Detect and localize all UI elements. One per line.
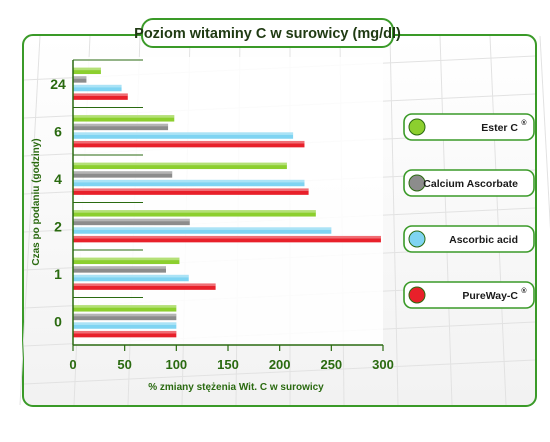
- bar-pureway-c-4h: [73, 188, 309, 195]
- y-tick-label: 4: [54, 171, 62, 187]
- legend-item-ester-c: Ester C ®: [403, 113, 535, 141]
- bar-ester-c-0h: [73, 305, 177, 312]
- x-tick-label: 50: [117, 357, 131, 372]
- y-axis-label: Czas po podaniu (godziny): [31, 138, 42, 265]
- plot-area: [73, 57, 383, 345]
- legend-swatch-calcium-ascorbate: [408, 174, 426, 192]
- bar-highlight-ester-c-4h: [73, 162, 287, 166]
- title-box: [141, 18, 394, 48]
- y-tick-label: 6: [54, 123, 62, 139]
- bar-ascorbic-acid-4h: [73, 179, 305, 187]
- y-tick-label: 2: [54, 218, 62, 234]
- bar-highlight-pureway-c-6h: [73, 140, 305, 144]
- bar-highlight-pureway-c-2h: [73, 235, 381, 239]
- bar-highlight-ascorbic-acid-1h: [73, 274, 189, 278]
- x-tick-label: 150: [217, 357, 239, 372]
- legend-item-calcium-ascorbate: Calcium Ascorbate: [403, 169, 535, 197]
- bar-highlight-calcium-ascorbate-4h: [73, 171, 173, 174]
- bar-highlight-ester-c-6h: [73, 115, 175, 118]
- bar-calcium-ascorbate-6h: [73, 123, 169, 131]
- bar-highlight-pureway-c-4h: [73, 188, 309, 192]
- legend-superscript: ®: [521, 287, 527, 295]
- y-tick-label: 24: [50, 76, 66, 92]
- x-tick-label: 100: [165, 357, 187, 372]
- legend-label: PureWay-C: [462, 290, 518, 302]
- bar-pureway-c-6h: [73, 140, 305, 148]
- x-tick-label: 200: [269, 357, 291, 372]
- bar-pureway-c-2h: [73, 235, 381, 243]
- legend-item-ascorbic-acid: Ascorbic acid: [403, 225, 535, 253]
- legend-swatch-pureway-c: [408, 286, 426, 304]
- legend-label: Calcium Ascorbate: [423, 178, 518, 190]
- bar-ester-c-4h: [73, 162, 287, 170]
- bar-ester-c-6h: [73, 115, 175, 122]
- legend-item-pureway-c: PureWay-C ®: [403, 281, 535, 309]
- bars-group: [73, 67, 381, 338]
- legend-label: Ascorbic acid: [449, 234, 518, 246]
- legend-swatch-ascorbic-acid: [408, 230, 426, 248]
- legend-box: [403, 169, 535, 197]
- bar-pureway-c-0h: [73, 330, 177, 338]
- bar-ester-c-24h: [73, 67, 101, 75]
- bar-highlight-ascorbic-acid-6h: [73, 132, 294, 135]
- bar-highlight-pureway-c-24h: [73, 93, 128, 97]
- bar-calcium-ascorbate-2h: [73, 218, 190, 226]
- bar-highlight-ascorbic-acid-2h: [73, 227, 332, 230]
- bar-ascorbic-acid-0h: [73, 322, 177, 329]
- bar-ascorbic-acid-1h: [73, 274, 189, 282]
- bar-highlight-pureway-c-0h: [73, 330, 177, 334]
- bar-highlight-ester-c-1h: [73, 257, 180, 261]
- x-tick-label: 250: [320, 357, 342, 372]
- chart-title: Poziom witaminy C w surowicy (mg/dl): [134, 26, 401, 42]
- bar-highlight-ester-c-0h: [73, 305, 177, 308]
- bar-highlight-calcium-ascorbate-6h: [73, 123, 169, 127]
- bar-highlight-calcium-ascorbate-2h: [73, 218, 190, 222]
- legend-box: [403, 281, 535, 309]
- x-ticks: 0 50 100 150 200 250 300: [69, 345, 394, 372]
- bar-calcium-ascorbate-1h: [73, 266, 166, 273]
- bar-pureway-c-1h: [73, 283, 216, 290]
- bar-ester-c-2h: [73, 210, 316, 217]
- bar-highlight-calcium-ascorbate-1h: [73, 266, 166, 269]
- bar-pureway-c-24h: [73, 93, 128, 100]
- bar-ascorbic-acid-24h: [73, 84, 122, 92]
- bar-calcium-ascorbate-0h: [73, 313, 177, 321]
- bar-highlight-ester-c-24h: [73, 67, 101, 71]
- bar-highlight-ascorbic-acid-0h: [73, 322, 177, 325]
- legend-swatch-ester-c: [408, 118, 426, 136]
- bar-highlight-calcium-ascorbate-0h: [73, 313, 177, 317]
- x-axis-label: % zmiany stężenia Wit. C w surowicy: [148, 382, 324, 393]
- bar-calcium-ascorbate-4h: [73, 171, 173, 178]
- y-tick-label: 0: [54, 313, 62, 329]
- bar-ascorbic-acid-2h: [73, 227, 332, 234]
- bar-highlight-ascorbic-acid-4h: [73, 179, 305, 183]
- bar-calcium-ascorbate-24h: [73, 76, 87, 83]
- bar-ester-c-1h: [73, 257, 180, 265]
- legend-label: Ester C: [481, 122, 518, 134]
- x-tick-label: 300: [372, 357, 394, 372]
- legend-superscript: ®: [521, 119, 527, 127]
- bar-highlight-ester-c-2h: [73, 210, 316, 213]
- bar-highlight-calcium-ascorbate-24h: [73, 76, 87, 79]
- group-separators: [73, 59, 143, 298]
- bar-highlight-ascorbic-acid-24h: [73, 84, 122, 88]
- bar-highlight-pureway-c-1h: [73, 283, 216, 287]
- legend-box: [403, 225, 535, 253]
- y-tick-label: 1: [54, 266, 62, 282]
- bar-ascorbic-acid-6h: [73, 132, 294, 139]
- x-tick-label: 0: [69, 357, 76, 372]
- legend-box: [403, 113, 535, 141]
